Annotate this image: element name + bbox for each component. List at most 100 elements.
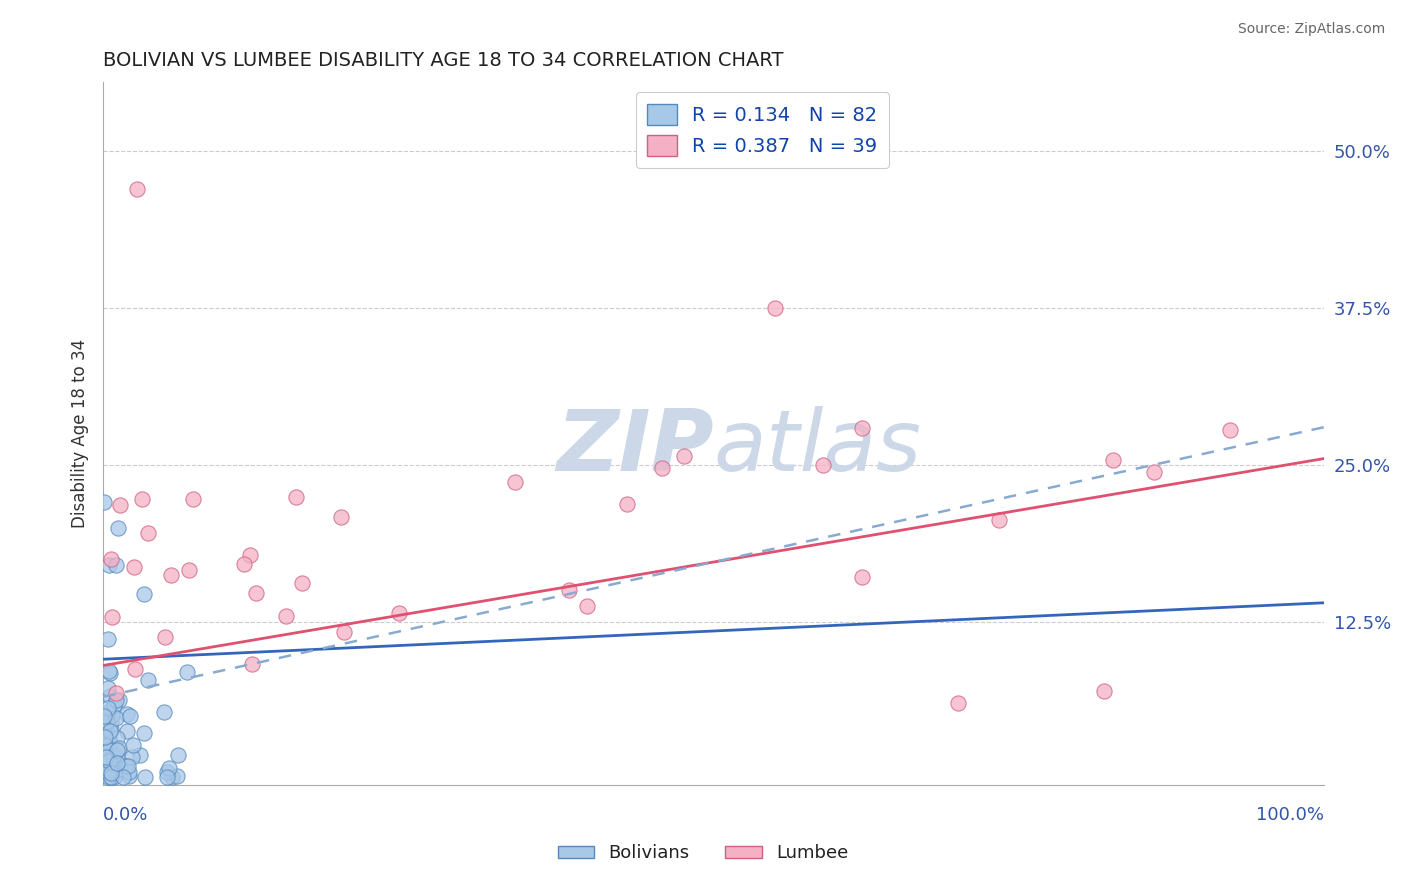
Point bbox=[100, 552, 122, 566]
Text: atlas: atlas bbox=[713, 406, 921, 489]
Point bbox=[651, 460, 673, 475]
Point bbox=[104, 711, 127, 725]
Point bbox=[107, 731, 129, 745]
Point bbox=[100, 770, 122, 784]
Point bbox=[129, 748, 152, 763]
Point bbox=[103, 770, 125, 784]
Point bbox=[101, 609, 124, 624]
Point bbox=[100, 766, 122, 780]
Point bbox=[242, 657, 264, 671]
Point bbox=[1092, 683, 1115, 698]
Point bbox=[118, 769, 141, 783]
Point bbox=[1143, 466, 1166, 480]
Point bbox=[94, 730, 117, 744]
Point bbox=[108, 693, 131, 707]
Point bbox=[104, 686, 127, 700]
Point bbox=[111, 770, 134, 784]
Point bbox=[97, 701, 120, 715]
Point bbox=[105, 756, 128, 771]
Point bbox=[103, 698, 125, 713]
Point bbox=[96, 711, 118, 725]
Point bbox=[291, 575, 314, 590]
Point bbox=[105, 743, 128, 757]
Point bbox=[98, 690, 121, 704]
Point bbox=[105, 692, 128, 706]
Point bbox=[103, 747, 125, 762]
Point bbox=[96, 739, 118, 754]
Point bbox=[101, 708, 124, 723]
Point bbox=[94, 765, 117, 780]
Point bbox=[333, 624, 356, 639]
Point bbox=[93, 764, 115, 779]
Point bbox=[94, 737, 117, 751]
Point bbox=[93, 717, 115, 731]
Point bbox=[98, 770, 121, 784]
Point bbox=[98, 736, 121, 750]
Point bbox=[98, 731, 121, 745]
Point bbox=[156, 765, 179, 780]
Point bbox=[120, 709, 142, 723]
Point bbox=[159, 761, 181, 775]
Point bbox=[117, 759, 139, 773]
Point bbox=[93, 755, 115, 769]
Point bbox=[108, 741, 131, 756]
Point bbox=[576, 599, 599, 614]
Point bbox=[127, 182, 149, 196]
Point bbox=[100, 723, 122, 737]
Point bbox=[115, 723, 138, 738]
Point bbox=[132, 726, 155, 740]
Point bbox=[134, 587, 156, 601]
Point bbox=[96, 750, 118, 764]
Point bbox=[93, 729, 115, 743]
Point bbox=[176, 665, 198, 679]
Point bbox=[181, 491, 204, 506]
Point bbox=[1102, 452, 1125, 467]
Point bbox=[122, 738, 145, 752]
Point bbox=[245, 585, 267, 599]
Point bbox=[851, 569, 873, 583]
Point bbox=[131, 492, 153, 507]
Point bbox=[156, 770, 179, 784]
Text: 100.0%: 100.0% bbox=[1256, 806, 1324, 824]
Point bbox=[329, 510, 352, 524]
Point bbox=[98, 665, 121, 679]
Point bbox=[96, 714, 118, 728]
Point bbox=[122, 560, 145, 574]
Point bbox=[763, 301, 786, 315]
Point bbox=[93, 709, 115, 723]
Point bbox=[851, 420, 873, 434]
Point bbox=[136, 673, 159, 687]
Point bbox=[110, 499, 132, 513]
Point bbox=[97, 766, 120, 780]
Point bbox=[104, 558, 127, 573]
Point bbox=[118, 764, 141, 779]
Legend: R = 0.134   N = 82, R = 0.387   N = 39: R = 0.134 N = 82, R = 0.387 N = 39 bbox=[636, 92, 889, 168]
Legend: Bolivians, Lumbee: Bolivians, Lumbee bbox=[551, 838, 855, 870]
Point bbox=[159, 567, 181, 582]
Point bbox=[503, 475, 526, 489]
Point bbox=[98, 743, 121, 757]
Point bbox=[160, 770, 183, 784]
Point bbox=[285, 490, 308, 504]
Point bbox=[136, 525, 159, 540]
Point bbox=[97, 632, 120, 647]
Point bbox=[1219, 423, 1241, 437]
Point bbox=[98, 755, 121, 769]
Text: ZIP: ZIP bbox=[555, 406, 713, 489]
Point bbox=[115, 706, 138, 721]
Point bbox=[232, 557, 254, 571]
Point bbox=[97, 770, 120, 784]
Point bbox=[134, 770, 156, 784]
Point bbox=[94, 764, 117, 779]
Point bbox=[616, 497, 638, 511]
Text: 0.0%: 0.0% bbox=[103, 806, 149, 824]
Point bbox=[105, 751, 128, 765]
Point bbox=[97, 558, 120, 573]
Text: Source: ZipAtlas.com: Source: ZipAtlas.com bbox=[1237, 22, 1385, 37]
Point bbox=[101, 749, 124, 764]
Point bbox=[93, 747, 115, 761]
Point bbox=[96, 711, 118, 725]
Point bbox=[274, 609, 297, 624]
Point bbox=[98, 666, 121, 681]
Point bbox=[107, 520, 129, 534]
